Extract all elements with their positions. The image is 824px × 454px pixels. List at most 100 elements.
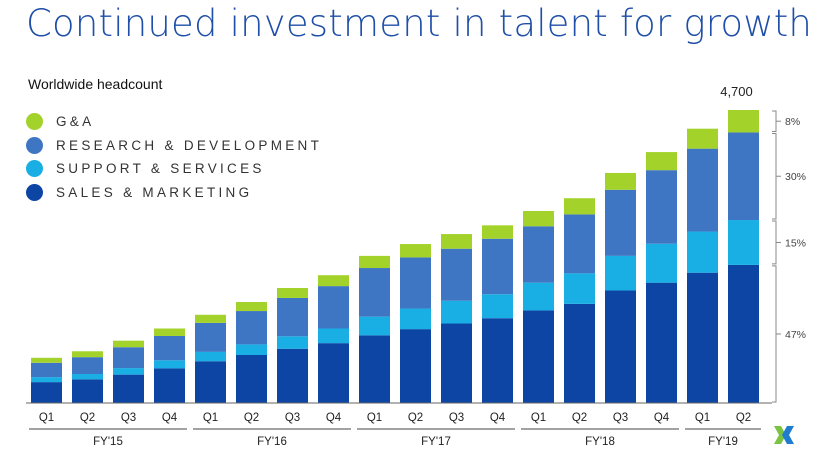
bar-sm-15 — [605, 290, 636, 403]
bar-rd-5 — [195, 322, 226, 352]
bar-ga-17 — [687, 128, 718, 149]
share-bracket-ss — [772, 220, 777, 265]
x-tick-label-14: Q2 — [572, 412, 587, 424]
bar-rd-8 — [318, 286, 349, 329]
x-tick-label-11: Q3 — [449, 412, 464, 424]
legend-item-rd: RESEARCH & DEVELOPMENT — [26, 134, 322, 158]
bar-rd-4 — [154, 335, 185, 361]
legend-label-rd: RESEARCH & DEVELOPMENT — [56, 137, 323, 153]
bar-ga-5 — [195, 314, 226, 323]
group-label-5: FY'19 — [708, 436, 738, 448]
bar-sm-5 — [195, 361, 226, 403]
nutanix-x-logo-icon — [774, 426, 794, 444]
bar-sm-16 — [646, 282, 677, 403]
x-tick-label-16: Q4 — [654, 412, 670, 424]
x-tick-label-9: Q1 — [367, 412, 382, 424]
legend-label-ga: G&A — [56, 114, 95, 130]
bar-ss-17 — [687, 231, 718, 273]
group-label-1: FY'15 — [93, 436, 123, 448]
x-tick-label-3: Q3 — [121, 412, 136, 424]
bar-ss-11 — [441, 300, 472, 324]
legend-swatch-ss — [26, 160, 43, 178]
bar-rd-7 — [277, 297, 308, 337]
bar-sm-10 — [400, 329, 431, 403]
chart-title: Worldwide headcount — [28, 76, 163, 92]
bar-ga-14 — [564, 198, 595, 215]
bar-ss-16 — [646, 243, 677, 283]
x-tick-label-6: Q2 — [244, 412, 259, 424]
share-bracket-sm — [772, 265, 777, 403]
share-label-sm: 47% — [785, 329, 806, 341]
bar-ga-10 — [400, 244, 431, 258]
x-tick-label-15: Q3 — [613, 412, 628, 424]
bar-ss-10 — [400, 308, 431, 330]
bar-ss-14 — [564, 273, 595, 304]
bar-rd-17 — [687, 148, 718, 232]
bar-rd-2 — [72, 357, 103, 375]
bar-ga-13 — [523, 210, 554, 227]
bar-rd-11 — [441, 248, 472, 301]
bar-sm-13 — [523, 310, 554, 403]
legend-item-sm: SALES & MARKETING — [26, 181, 322, 205]
bar-ss-15 — [605, 255, 636, 291]
bar-sm-8 — [318, 343, 349, 403]
bar-ss-13 — [523, 282, 554, 311]
group-label-2: FY'16 — [257, 436, 287, 448]
bar-sm-7 — [277, 348, 308, 403]
legend-item-ga: G&A — [26, 110, 322, 134]
bar-ga-1 — [31, 357, 62, 363]
bar-rd-12 — [482, 238, 513, 295]
bar-ga-16 — [646, 152, 677, 171]
bar-ss-1 — [31, 377, 62, 383]
bar-ss-6 — [236, 344, 267, 355]
legend-swatch-rd — [26, 136, 43, 154]
bar-sm-9 — [359, 335, 390, 403]
bar-ss-4 — [154, 360, 185, 369]
legend-label-sm: SALES & MARKETING — [56, 184, 253, 200]
group-label-4: FY'18 — [585, 436, 615, 448]
bar-ga-18 — [728, 110, 759, 133]
bar-rd-18 — [728, 132, 759, 221]
bar-sm-1 — [31, 382, 62, 403]
bar-rd-13 — [523, 226, 554, 283]
share-label-ga: 8% — [785, 116, 800, 128]
x-tick-label-17: Q1 — [695, 412, 710, 424]
bar-rd-15 — [605, 189, 636, 256]
share-label-ss: 15% — [785, 237, 806, 249]
bar-ga-8 — [318, 275, 349, 287]
bar-ga-2 — [72, 351, 103, 358]
bar-ss-7 — [277, 336, 308, 349]
bar-ga-11 — [441, 234, 472, 249]
bar-sm-3 — [113, 374, 144, 403]
x-tick-label-18: Q2 — [736, 412, 751, 424]
bar-ga-12 — [482, 225, 513, 239]
x-tick-label-12: Q4 — [490, 412, 506, 424]
slide-title: Continued investment in talent for growt… — [26, 2, 813, 45]
total-value-label: 4,700 — [720, 84, 753, 99]
bar-ss-3 — [113, 368, 144, 375]
bar-rd-10 — [400, 257, 431, 309]
share-label-rd: 30% — [785, 171, 806, 183]
bar-sm-17 — [687, 272, 718, 403]
share-bracket-rd — [772, 132, 777, 220]
bar-ss-12 — [482, 294, 513, 319]
bar-sm-12 — [482, 318, 513, 403]
bar-ss-18 — [728, 220, 759, 265]
legend-swatch-sm — [26, 183, 43, 201]
bar-rd-16 — [646, 170, 677, 244]
chart-legend: G&A RESEARCH & DEVELOPMENT SUPPORT & SER… — [26, 110, 322, 204]
bar-sm-18 — [728, 264, 759, 403]
x-tick-label-10: Q2 — [408, 412, 423, 424]
bar-ga-15 — [605, 172, 636, 190]
bar-ga-9 — [359, 255, 390, 269]
bar-ss-5 — [195, 351, 226, 362]
bar-sm-2 — [72, 379, 103, 403]
bar-rd-6 — [236, 311, 267, 345]
bar-ss-9 — [359, 316, 390, 336]
legend-item-ss: SUPPORT & SERVICES — [26, 157, 322, 181]
bar-ss-8 — [318, 328, 349, 344]
bar-rd-1 — [31, 362, 62, 378]
group-label-3: FY'17 — [421, 436, 451, 448]
x-tick-label-4: Q4 — [162, 412, 178, 424]
